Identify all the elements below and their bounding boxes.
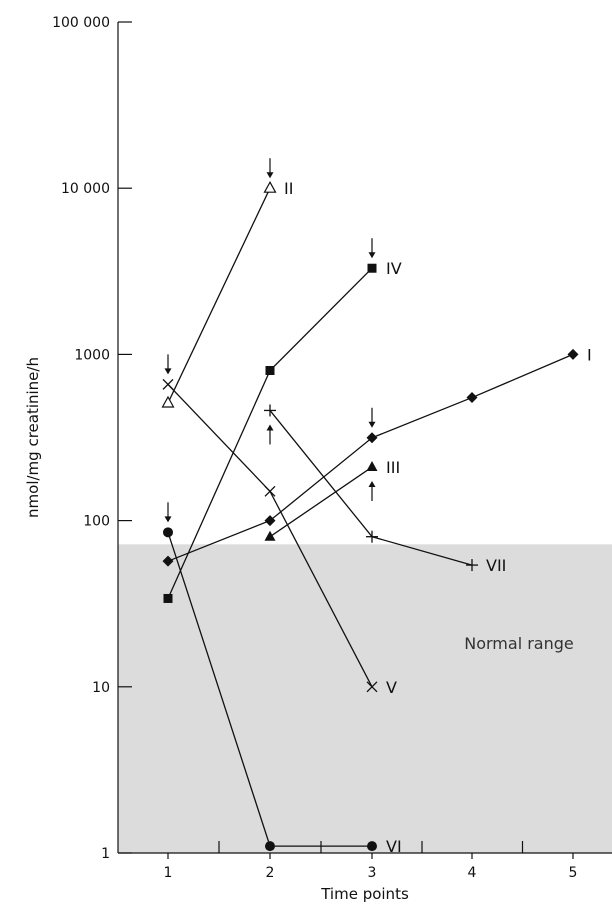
arrow-head [164,368,172,375]
data-point-III [366,461,378,472]
data-point-V [264,485,276,497]
marker-circle [367,841,377,852]
x-axis-title: Time points [320,885,409,903]
marker-square [367,263,377,273]
y-tick-label: 100 [83,514,110,530]
data-point-II [263,180,277,193]
data-point-I [366,432,378,444]
arrow-head [164,516,172,523]
marker-square [265,366,275,376]
data-point-VII [264,404,276,417]
data-point-IV [265,366,275,376]
x-tick-label: 3 [368,865,377,881]
normal-range-label: Normal range [464,634,574,653]
data-point-II [161,395,175,408]
series-label-I: I [587,345,592,364]
series-label-IV: IV [386,259,402,278]
data-point-IV [367,263,377,273]
data-point-I [567,348,579,360]
data-point-VI [265,841,275,852]
data-point-I [264,515,276,527]
normal-range-band [118,544,612,853]
marker-x-b [162,378,174,390]
marker-circle [163,527,173,538]
marker-diamond [366,432,378,444]
arrow-down [368,238,376,259]
y-tick-label: 10 000 [61,181,110,197]
data-point-I [162,555,174,567]
data-point-V [162,378,174,390]
annotation-arrows [164,158,376,523]
series-label-VI: VI [386,837,402,856]
marker-x-b [264,485,276,497]
arrow-down [164,354,172,375]
series-line-I [167,353,574,562]
normal-range-rect [118,544,612,853]
marker-diamond [264,515,276,527]
y-tick-label: 1 [101,846,110,862]
arrow-head [266,172,274,179]
data-point-IV [163,593,173,603]
x-tick-label: 5 [569,865,578,881]
data-point-VI [163,527,173,538]
series-label-II: II [284,179,293,198]
data-point-V [366,681,378,693]
arrow-up [368,481,376,502]
marker-triangle [264,530,276,541]
x-tick-label: 2 [266,865,275,881]
marker-triangle-open [161,395,175,408]
y-tick-label: 100 000 [52,15,110,31]
arrow-head [368,421,376,428]
x-tick-label: 4 [468,865,477,881]
data-point-VII [466,559,478,572]
marker-diamond [567,348,579,360]
data-point-VI [367,841,377,852]
data-point-I [466,392,478,404]
series-label-III: III [386,458,400,477]
marker-diamond [162,555,174,567]
series-label-V: V [386,678,397,697]
data-point-VII [366,530,378,543]
marker-x-b [366,681,378,693]
arrow-head [368,481,376,488]
marker-triangle [366,461,378,472]
series-lines [167,187,574,847]
y-axis-title: nmol/mg creatinine/h [24,357,42,518]
marker-diamond [466,392,478,404]
arrow-down [368,407,376,428]
arrow-down [164,502,172,523]
series-label-VII: VII [486,556,506,575]
marker-circle [265,841,275,852]
series-line-II [167,187,271,404]
x-tick-label: 1 [164,865,173,881]
marker-square [163,593,173,603]
arrow-down [266,158,274,179]
y-tick-label: 10 [92,680,110,696]
arrow-up [266,424,274,445]
arrow-head [266,424,274,431]
series-line-III [269,466,373,538]
marker-triangle-open [263,180,277,193]
axes: 1 10 100 1000 10 000 100 000 1 2 3 4 5 [52,15,612,881]
arrow-head [368,252,376,259]
data-point-III [264,530,276,541]
series-markers [161,180,579,852]
y-tick-label: 1000 [74,347,110,363]
